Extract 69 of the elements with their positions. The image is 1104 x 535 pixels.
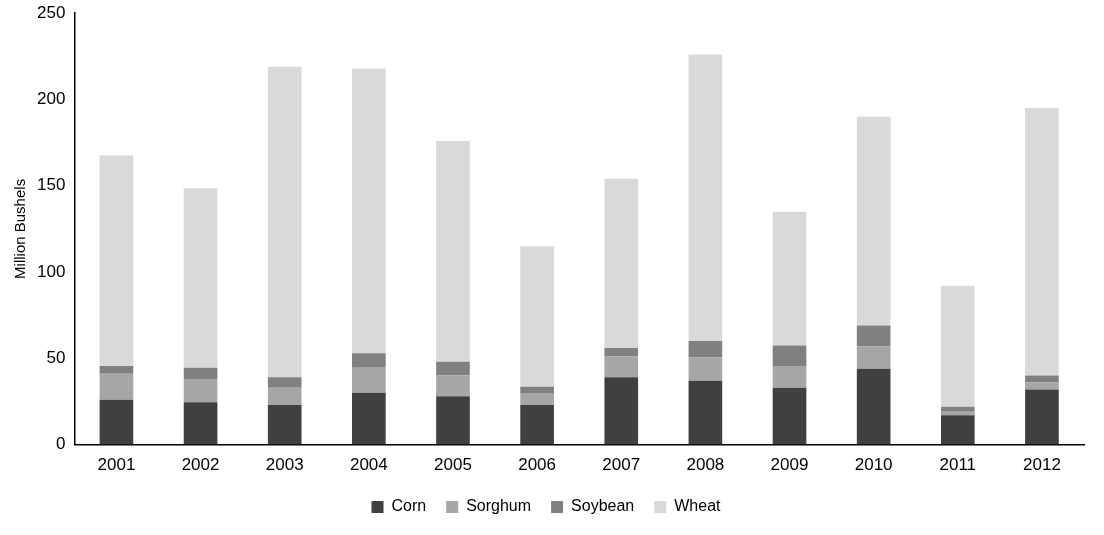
bar — [99, 373, 134, 400]
bar — [940, 406, 975, 412]
y-tick-label: 100 — [36, 261, 66, 281]
x-tick-label: 2011 — [939, 455, 977, 475]
bar — [183, 379, 218, 403]
x-tick-label: 2005 — [434, 455, 472, 475]
bar — [1025, 108, 1059, 376]
legend-label: Wheat — [674, 497, 722, 515]
bar — [1025, 389, 1059, 445]
bar — [99, 366, 134, 374]
bar — [688, 380, 723, 445]
bar — [688, 357, 723, 381]
bar — [604, 178, 639, 348]
x-tick-label: 2012 — [1023, 455, 1061, 475]
bar — [520, 404, 554, 445]
bar — [604, 347, 639, 357]
bar — [436, 361, 470, 376]
bar — [856, 325, 891, 347]
bar — [772, 211, 807, 346]
bar — [183, 402, 218, 445]
bar — [352, 68, 386, 354]
bar — [520, 246, 554, 387]
legend-label: Sorghum — [466, 497, 532, 515]
x-tick-label: 2004 — [349, 455, 388, 475]
bar — [688, 341, 723, 358]
bar — [99, 155, 134, 367]
bar — [267, 377, 302, 388]
x-tick-label: 2008 — [686, 455, 725, 475]
bar — [183, 188, 218, 368]
x-tick-label: 2009 — [770, 455, 809, 475]
y-tick-label: 50 — [46, 348, 66, 368]
bar — [436, 375, 470, 397]
bar — [940, 285, 975, 407]
x-tick-label: 2001 — [97, 455, 136, 475]
bar — [99, 399, 134, 445]
bar — [520, 393, 554, 405]
bar — [856, 346, 891, 369]
bar — [520, 386, 554, 394]
bar — [604, 356, 639, 378]
legend-label: Corn — [391, 497, 427, 515]
bar — [352, 353, 386, 368]
bar — [772, 345, 807, 367]
x-tick-label: 2003 — [265, 455, 304, 475]
x-tick-label: 2002 — [181, 455, 220, 475]
bar — [772, 366, 807, 388]
bar — [352, 367, 386, 393]
bar — [183, 367, 218, 380]
bar — [856, 368, 891, 445]
y-axis-title: Million Bushels — [11, 178, 29, 279]
bar — [352, 392, 386, 445]
bar — [436, 140, 470, 362]
bar — [267, 404, 302, 445]
bar — [604, 377, 639, 445]
bar — [267, 387, 302, 405]
y-tick-label: 200 — [36, 89, 66, 109]
bar — [688, 54, 723, 342]
x-tick-label: 2007 — [602, 455, 641, 475]
y-tick-label: 250 — [36, 2, 66, 22]
x-tick-label: 2010 — [854, 455, 893, 475]
y-tick-label: 0 — [55, 434, 66, 454]
bar — [940, 415, 975, 445]
legend-label: Soybean — [571, 497, 635, 515]
bar — [1025, 382, 1059, 390]
y-tick-label: 150 — [36, 175, 66, 195]
x-tick-label: 2006 — [518, 455, 557, 475]
bar — [772, 387, 807, 445]
bar — [856, 116, 891, 326]
bar — [436, 396, 470, 445]
bar — [267, 66, 302, 378]
